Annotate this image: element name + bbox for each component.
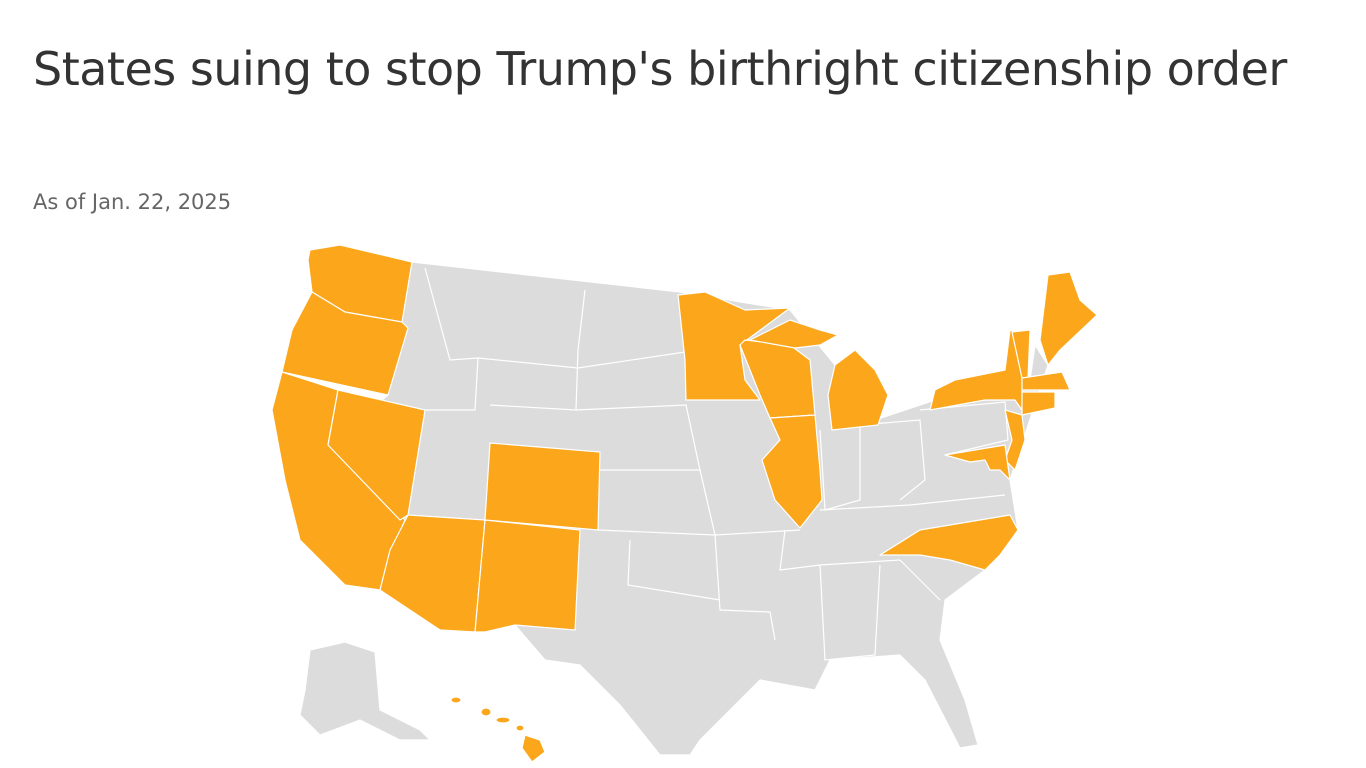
state (1004, 409, 1026, 471)
state-border (575, 404, 701, 471)
state (1021, 371, 1071, 391)
state (1021, 391, 1056, 416)
state-border (489, 289, 586, 411)
state (827, 349, 889, 431)
state (281, 291, 409, 396)
subtitle: As of Jan. 22, 2025 (33, 190, 232, 214)
island (521, 734, 546, 763)
state-border (819, 494, 1006, 511)
state-border (477, 351, 686, 369)
island (450, 696, 462, 704)
state (474, 519, 581, 633)
state-border (919, 401, 1009, 456)
state (879, 514, 1019, 571)
state (929, 329, 1023, 411)
state (1039, 271, 1098, 366)
state (761, 414, 823, 529)
state (327, 389, 426, 521)
state (484, 442, 601, 531)
state (677, 291, 791, 401)
title: States suing to stop Trump's birthright … (33, 42, 1287, 96)
suing-states (271, 244, 1098, 763)
gray-states (299, 261, 1049, 756)
state-border (779, 529, 901, 571)
island (495, 716, 511, 724)
state-border (819, 564, 881, 661)
state (749, 319, 839, 349)
island (515, 724, 525, 732)
state-border (819, 425, 861, 511)
state (944, 444, 1011, 481)
state-border (699, 469, 776, 641)
state-border (627, 539, 721, 601)
alaska (299, 641, 431, 741)
state-border (859, 419, 926, 501)
island (480, 707, 492, 717)
state-border (899, 559, 941, 601)
